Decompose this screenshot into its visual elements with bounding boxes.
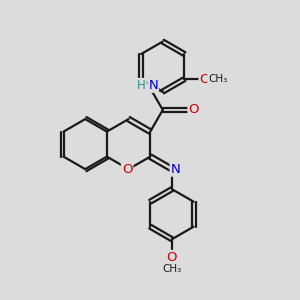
- Text: O: O: [167, 251, 177, 264]
- Text: N: N: [148, 79, 158, 92]
- Text: CH₃: CH₃: [208, 74, 227, 84]
- Text: N: N: [171, 163, 180, 176]
- Text: H: H: [137, 79, 146, 92]
- Text: CH₃: CH₃: [162, 264, 182, 274]
- Text: O: O: [188, 103, 199, 116]
- Text: O: O: [200, 73, 210, 85]
- Text: O: O: [122, 163, 132, 176]
